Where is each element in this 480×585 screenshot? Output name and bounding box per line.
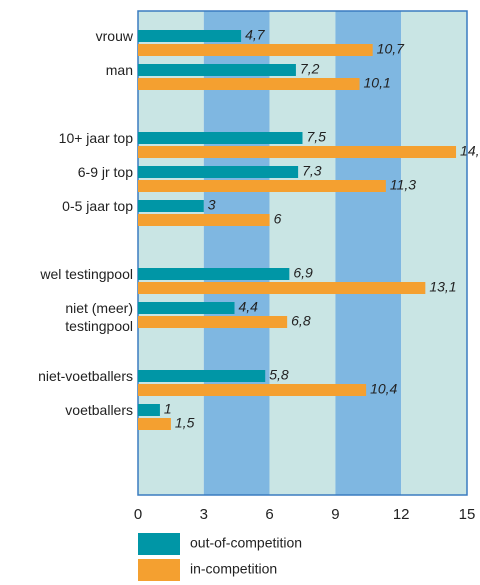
value-label: 4,4 [239, 299, 259, 315]
category-label: niet (meer) testingpool [65, 300, 133, 334]
category-label: niet-voetballers [38, 368, 133, 384]
bar [138, 404, 160, 416]
legend-label: in-competition [190, 561, 277, 577]
bar [138, 132, 303, 144]
x-tick-label: 6 [265, 506, 273, 523]
value-label: 10,1 [364, 75, 391, 91]
bar [138, 166, 299, 178]
background-band [269, 11, 336, 495]
category-label: 10+ jaar top [58, 130, 133, 146]
legend-swatch [138, 559, 180, 581]
value-label: 11,3 [390, 177, 416, 193]
background-band [401, 11, 467, 495]
value-label: 10,7 [377, 41, 405, 57]
bar [138, 30, 242, 42]
bar [138, 418, 171, 430]
x-tick-label: 15 [459, 506, 476, 523]
bar [138, 64, 296, 76]
value-label: 7,3 [302, 163, 322, 179]
category-label: vrouw [95, 28, 133, 44]
value-label: 6,8 [291, 313, 311, 329]
value-label: 7,2 [300, 61, 320, 77]
bar [138, 282, 426, 294]
value-label: 10,4 [370, 381, 397, 397]
bar [138, 78, 360, 90]
legend-swatch [138, 533, 180, 555]
category-label: 0-5 jaar top [62, 198, 133, 214]
bar [138, 180, 386, 192]
category-label: man [105, 62, 133, 78]
bar [138, 146, 457, 158]
background-band [203, 11, 270, 495]
plot-border [137, 10, 468, 496]
background-band [335, 11, 402, 495]
bar [138, 268, 290, 280]
x-tick-label: 3 [200, 506, 208, 523]
bar [138, 384, 367, 396]
category-label: wel testingpool [40, 266, 133, 282]
value-label: 6,9 [293, 265, 313, 281]
value-label: 4,7 [245, 27, 266, 43]
x-tick-label: 12 [393, 506, 410, 523]
category-label: voetballers [65, 402, 133, 418]
value-label: 14,5 [460, 143, 480, 159]
bar [138, 44, 373, 56]
category-label: 6-9 jr top [77, 164, 133, 180]
value-label: 6 [274, 211, 282, 227]
bar [138, 200, 204, 212]
bar [138, 302, 235, 314]
bar [138, 370, 266, 382]
value-label: 13,1 [429, 279, 456, 295]
bar [138, 214, 270, 226]
value-label: 3 [208, 197, 216, 213]
legend-label: out-of-competition [190, 535, 302, 551]
x-tick-label: 9 [331, 506, 339, 523]
value-label: 1,5 [175, 415, 195, 431]
value-label: 5,8 [269, 367, 289, 383]
value-label: 7,5 [307, 129, 327, 145]
x-tick-label: 0 [134, 506, 142, 523]
bar [138, 316, 288, 328]
value-label: 1 [164, 401, 172, 417]
